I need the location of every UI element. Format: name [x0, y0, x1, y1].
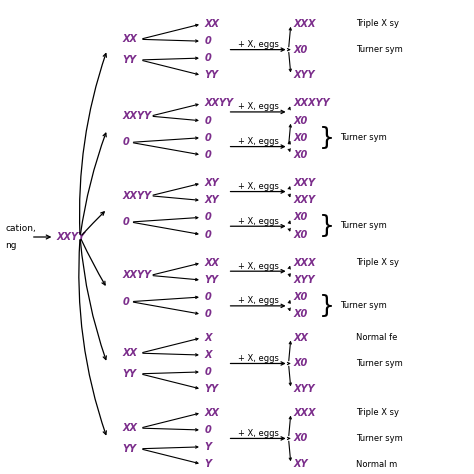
Text: 0: 0 — [204, 230, 211, 240]
Text: X0: X0 — [293, 433, 308, 444]
Text: XXYY: XXYY — [122, 191, 151, 201]
Text: + X, eggs: + X, eggs — [237, 137, 279, 146]
Text: 0: 0 — [122, 297, 129, 307]
Text: XY: XY — [204, 195, 219, 205]
Text: }: } — [319, 293, 335, 318]
Text: + X, eggs: + X, eggs — [237, 354, 279, 363]
Text: X0: X0 — [293, 45, 308, 55]
Text: 0: 0 — [122, 217, 129, 227]
Text: + X, eggs: + X, eggs — [237, 40, 279, 49]
Text: XXY: XXY — [293, 178, 315, 188]
Text: X: X — [204, 350, 212, 360]
Text: 0: 0 — [204, 310, 211, 319]
Text: XX: XX — [204, 408, 219, 418]
Text: XX: XX — [204, 19, 219, 29]
Text: }: } — [319, 214, 335, 238]
Text: Turner sym: Turner sym — [340, 221, 387, 230]
Text: 0: 0 — [122, 137, 129, 147]
Text: YY: YY — [122, 55, 136, 65]
Text: + X, eggs: + X, eggs — [237, 102, 279, 111]
Text: X: X — [204, 333, 212, 343]
Text: 0: 0 — [204, 212, 211, 222]
Text: Turner sym: Turner sym — [340, 301, 387, 310]
Text: 0: 0 — [204, 367, 211, 377]
Text: 0: 0 — [204, 53, 211, 63]
Text: XXYY: XXYY — [57, 232, 86, 242]
Text: XXY: XXY — [293, 195, 315, 205]
Text: XX: XX — [204, 258, 219, 268]
Text: X0: X0 — [293, 310, 308, 319]
Text: X0: X0 — [293, 292, 308, 302]
Text: X0: X0 — [293, 150, 308, 160]
Text: Turner sym: Turner sym — [356, 359, 403, 368]
Text: Turner sym: Turner sym — [356, 45, 403, 54]
Text: X0: X0 — [293, 212, 308, 222]
Text: XY: XY — [204, 178, 219, 188]
Text: Y: Y — [204, 459, 211, 469]
Text: }: } — [319, 126, 335, 150]
Text: XXYY: XXYY — [122, 111, 151, 121]
Text: XYY: XYY — [293, 384, 315, 394]
Text: YY: YY — [204, 384, 218, 394]
Text: Turner sym: Turner sym — [340, 133, 387, 142]
Text: Triple X sy: Triple X sy — [356, 19, 400, 28]
Text: + X, eggs: + X, eggs — [237, 296, 279, 305]
Text: XX: XX — [122, 348, 137, 358]
Text: Triple X sy: Triple X sy — [356, 258, 400, 267]
Text: Normal m: Normal m — [356, 460, 398, 469]
Text: + X, eggs: + X, eggs — [237, 262, 279, 271]
Text: X0: X0 — [293, 230, 308, 240]
Text: X0: X0 — [293, 116, 308, 126]
Text: + X, eggs: + X, eggs — [237, 429, 279, 438]
Text: Y: Y — [204, 442, 211, 452]
Text: 0: 0 — [204, 133, 211, 143]
Text: XXX: XXX — [293, 408, 316, 418]
Text: X0: X0 — [293, 133, 308, 143]
Text: XX: XX — [122, 34, 137, 44]
Text: XXYY: XXYY — [204, 99, 233, 109]
Text: + X, eggs: + X, eggs — [237, 182, 279, 191]
Text: XX: XX — [122, 423, 137, 433]
Text: YY: YY — [122, 369, 136, 379]
Text: 0: 0 — [204, 292, 211, 302]
Text: 0: 0 — [204, 116, 211, 126]
Text: 0: 0 — [204, 425, 211, 435]
Text: XXX: XXX — [293, 19, 316, 29]
Text: XXXYY: XXXYY — [293, 99, 330, 109]
Text: 0: 0 — [204, 36, 211, 46]
Text: ng: ng — [5, 241, 17, 250]
Text: XXYY: XXYY — [122, 270, 151, 281]
Text: X0: X0 — [293, 358, 308, 368]
Text: YY: YY — [204, 70, 218, 81]
Text: XY: XY — [293, 459, 308, 469]
Text: cation,: cation, — [5, 224, 36, 233]
Text: Normal fe: Normal fe — [356, 333, 398, 342]
Text: XYY: XYY — [293, 70, 315, 81]
Text: YY: YY — [204, 275, 218, 285]
Text: XXX: XXX — [293, 258, 316, 268]
Text: 0: 0 — [204, 150, 211, 160]
Text: YY: YY — [122, 444, 136, 454]
Text: XYY: XYY — [293, 275, 315, 285]
Text: XX: XX — [293, 333, 308, 343]
Text: + X, eggs: + X, eggs — [237, 217, 279, 226]
Text: Triple X sy: Triple X sy — [356, 408, 400, 417]
Text: Turner sym: Turner sym — [356, 434, 403, 443]
